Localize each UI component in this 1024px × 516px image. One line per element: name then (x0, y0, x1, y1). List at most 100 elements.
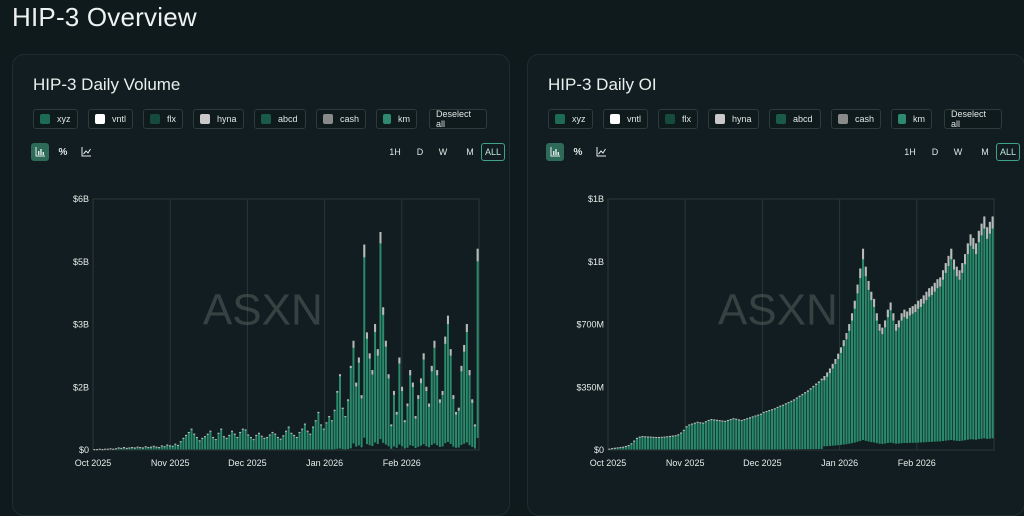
range-m[interactable]: M (461, 143, 479, 161)
range-1h[interactable]: 1H (901, 143, 919, 161)
bar (428, 404, 430, 447)
legend-label: hyna (217, 114, 237, 124)
bar-segment-top (277, 437, 279, 438)
line-chart-icon[interactable] (77, 143, 95, 161)
deselect-all-button[interactable]: Deselect all (944, 109, 1002, 129)
y-tick-label: $6B (73, 194, 89, 204)
bar-segment-top (201, 438, 203, 439)
legend-toggle-vntl[interactable]: vntl (603, 109, 648, 129)
bar (779, 406, 781, 449)
bar-segment-top (625, 446, 627, 447)
bar-segment-top (771, 409, 773, 410)
bar (261, 436, 263, 449)
bar (218, 433, 220, 449)
bar-segment-top (663, 437, 665, 438)
bar-segment-top (978, 231, 980, 242)
bar (231, 431, 233, 449)
bar (301, 429, 303, 449)
legend-toggle-hyna[interactable]: hyna (708, 109, 759, 129)
bar-segment-top (669, 436, 671, 437)
legend-toggle-km[interactable]: km (891, 109, 932, 129)
deselect-all-button[interactable]: Deselect all (429, 109, 487, 129)
bar (433, 341, 435, 443)
legend-swatch (323, 114, 333, 124)
legend-label: xyz (57, 114, 71, 124)
bar-segment-top (766, 411, 768, 412)
bar (873, 299, 875, 442)
bar (379, 232, 381, 439)
legend-toggle-cash[interactable]: cash (831, 109, 881, 129)
bar-segment-top (236, 437, 238, 438)
bar (471, 400, 473, 447)
bar (201, 438, 203, 449)
legend-toggle-vntl[interactable]: vntl (88, 109, 133, 129)
bar-segment-top (191, 429, 193, 430)
bar (898, 321, 900, 444)
bar (936, 280, 938, 442)
legend-toggle-cash[interactable]: cash (316, 109, 366, 129)
bar-segment-top (366, 332, 368, 338)
bar (239, 432, 241, 449)
bar-segment-top (992, 216, 994, 228)
percent-icon[interactable]: % (569, 143, 587, 161)
range-d[interactable]: D (411, 143, 429, 161)
bar (708, 420, 710, 449)
bar-chart-icon[interactable] (31, 143, 49, 161)
range-1h[interactable]: 1H (386, 143, 404, 161)
y-tick-label: $1B (588, 194, 604, 204)
range-w[interactable]: W (949, 143, 967, 161)
bar-chart-icon[interactable] (546, 143, 564, 161)
bar-segment-top (415, 416, 417, 419)
legend-label: vntl (112, 114, 126, 124)
legend-toggle-xyz[interactable]: xyz (548, 109, 593, 129)
x-tick-label: Oct 2025 (75, 458, 112, 468)
range-w[interactable]: W (434, 143, 452, 161)
legend-swatch (898, 114, 906, 124)
bar (727, 420, 729, 449)
bar-segment-top (986, 227, 988, 239)
bar (280, 439, 282, 449)
range-all[interactable]: ALL (481, 143, 505, 161)
legend-swatch (150, 114, 160, 124)
bar-segment-top (115, 448, 117, 449)
legend-swatch (95, 114, 105, 124)
legend-toggle-xyz[interactable]: xyz (33, 109, 78, 129)
bar (636, 438, 638, 449)
range-d[interactable]: D (926, 143, 944, 161)
bar (196, 437, 198, 449)
bar (939, 278, 941, 442)
watermark: ASXN (203, 286, 323, 335)
bar (412, 383, 414, 446)
bar (317, 412, 319, 449)
bar (989, 222, 991, 438)
legend-toggle-abcd[interactable]: abcd (769, 109, 821, 129)
legend-label: cash (855, 114, 874, 124)
bar-segment-top (193, 434, 195, 435)
legend-toggle-km[interactable]: km (376, 109, 417, 129)
bar (466, 325, 468, 443)
bar-segment-top (298, 432, 300, 433)
bar (934, 283, 936, 441)
line-chart-icon[interactable] (592, 143, 610, 161)
bar-segment-top (870, 292, 872, 300)
bar-segment-top (174, 444, 176, 445)
legend-toggle-hyna[interactable]: hyna (193, 109, 244, 129)
legend-toggle-flx[interactable]: flx (658, 109, 698, 129)
legend-swatch (200, 114, 210, 124)
bar (431, 366, 433, 445)
bar-segment-top (823, 376, 825, 380)
bar (686, 427, 688, 450)
legend-toggle-flx[interactable]: flx (143, 109, 183, 129)
bar (981, 224, 983, 439)
bar-segment-top (956, 267, 958, 277)
legend-toggle-abcd[interactable]: abcd (254, 109, 306, 129)
bar (826, 373, 828, 446)
bar-segment-top (804, 392, 806, 393)
bar (220, 429, 222, 449)
range-m[interactable]: M (976, 143, 994, 161)
range-all[interactable]: ALL (996, 143, 1020, 161)
bar-segment-top (732, 418, 734, 419)
bar-segment-top (832, 364, 834, 369)
percent-icon[interactable]: % (54, 143, 72, 161)
